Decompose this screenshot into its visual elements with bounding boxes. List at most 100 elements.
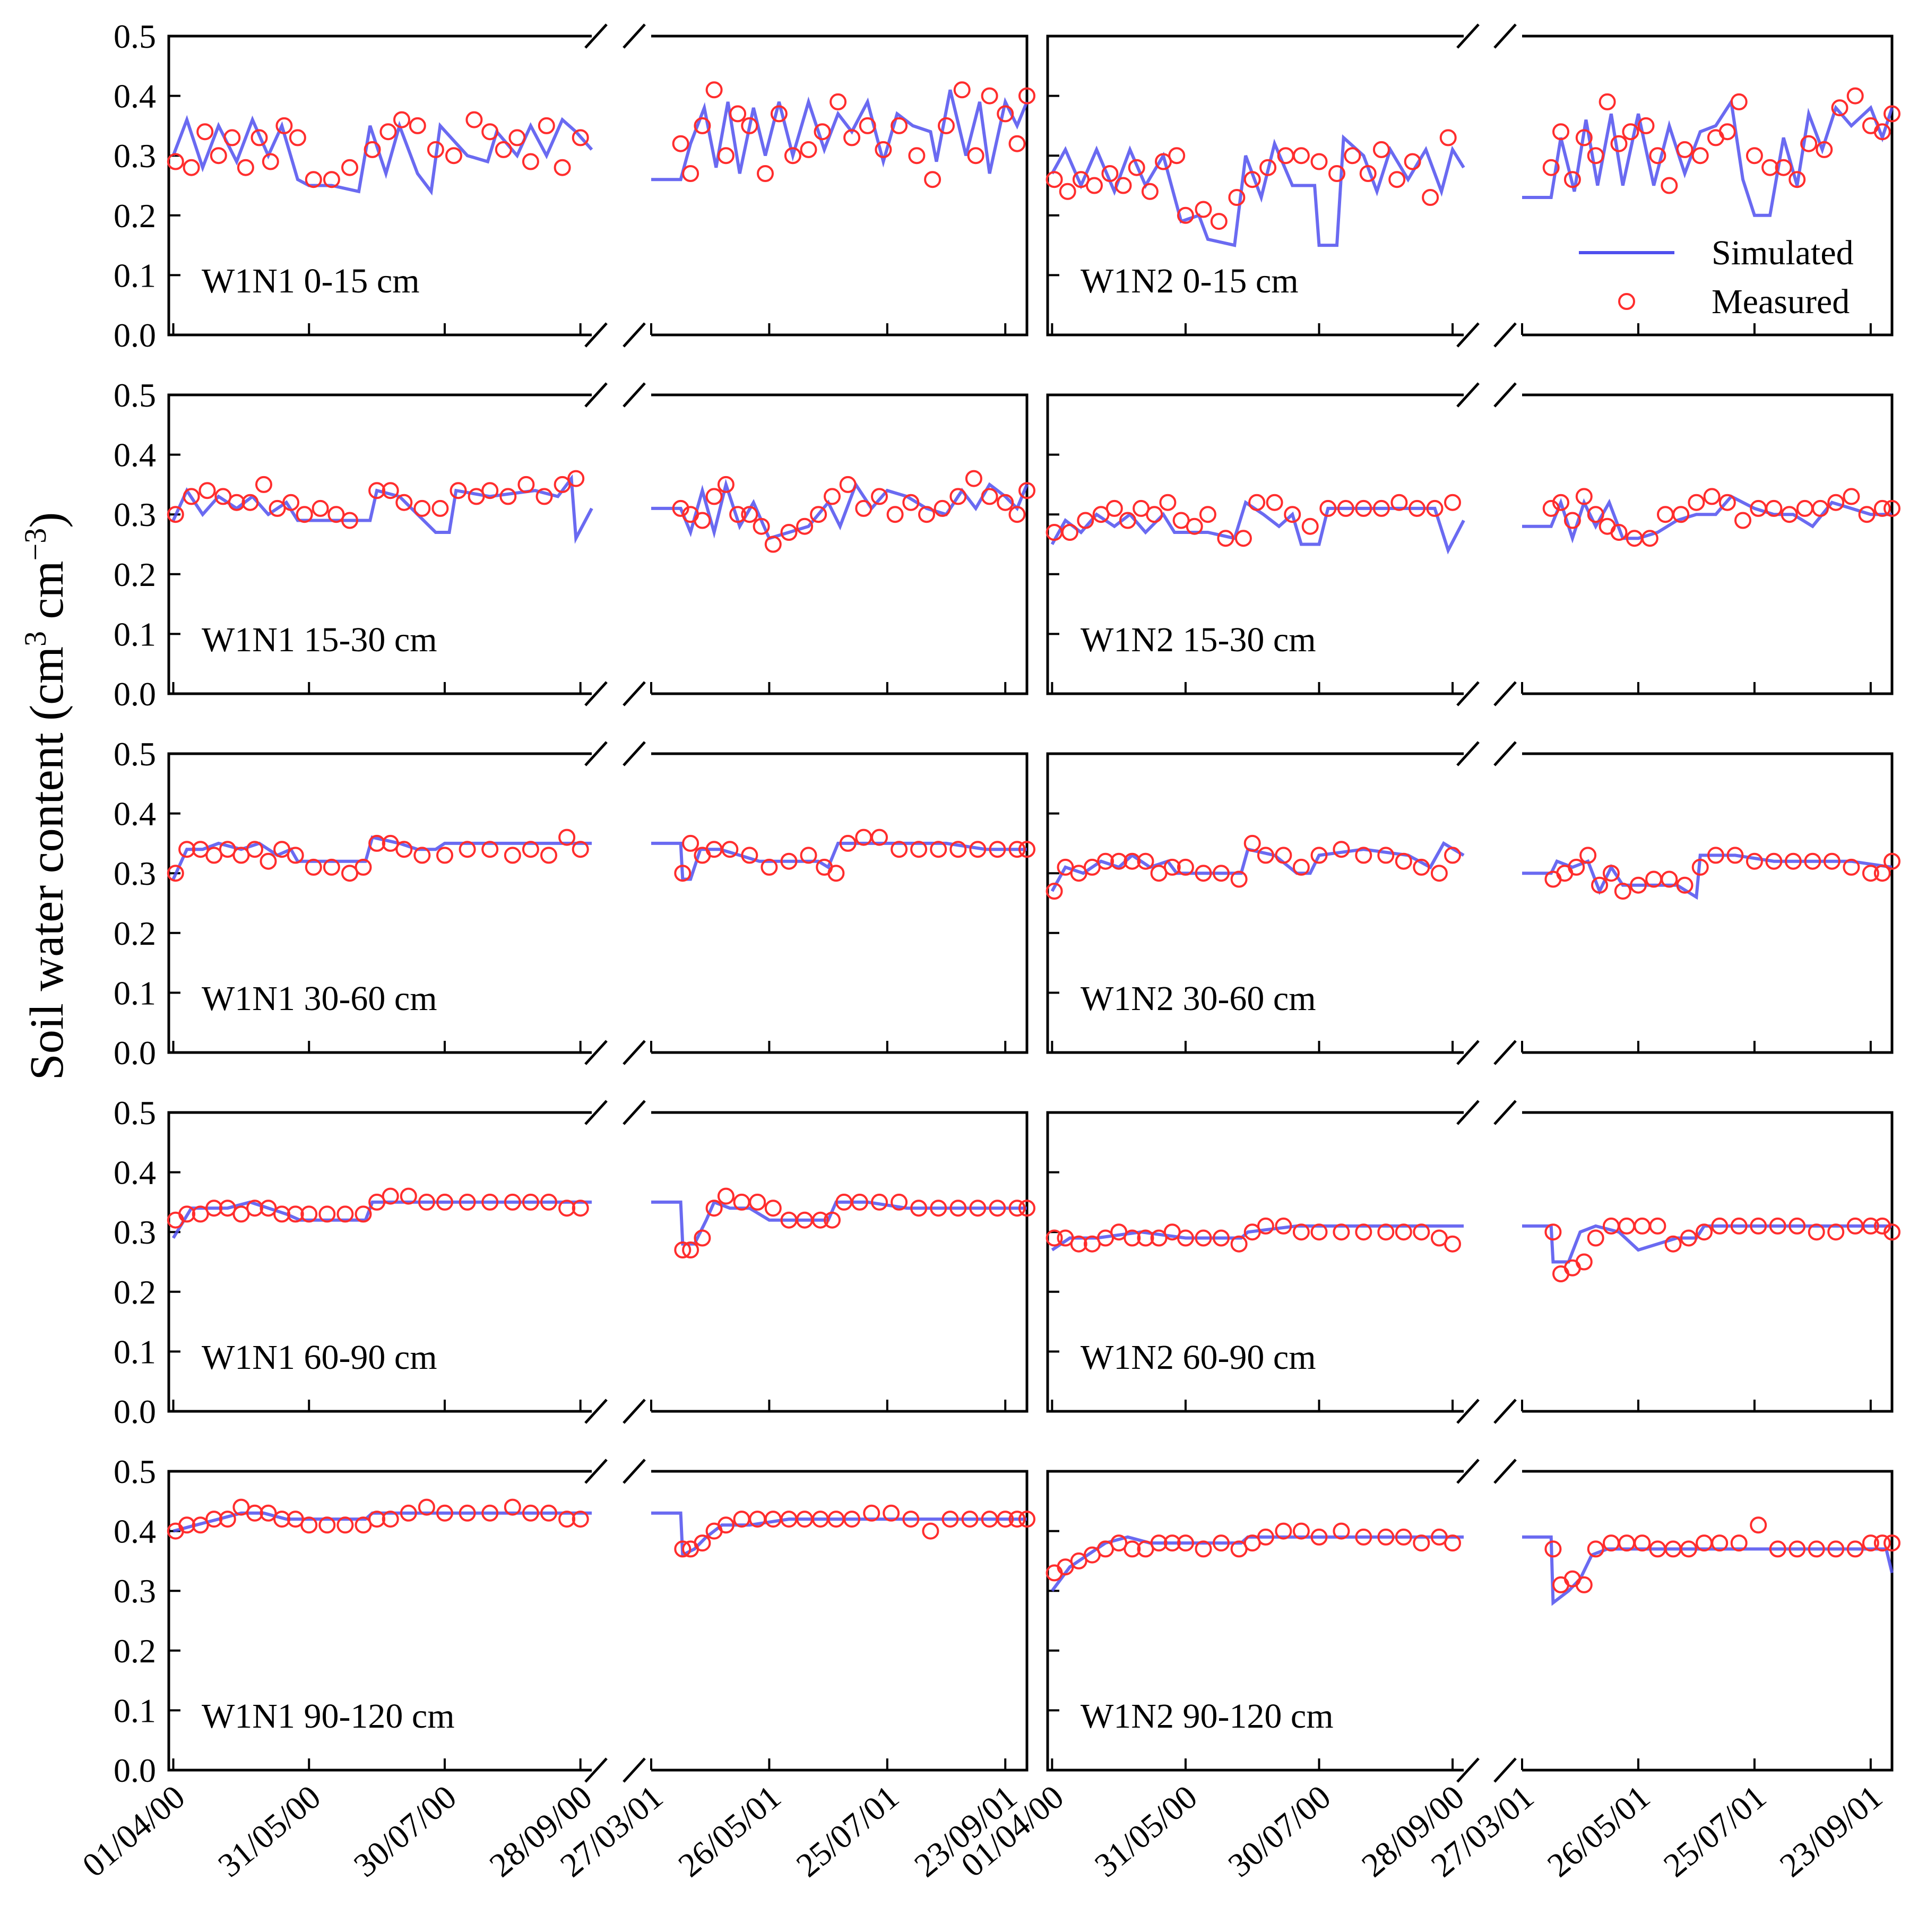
x-tick-label: 26/05/01 (1540, 1778, 1657, 1884)
measured-point (1213, 865, 1230, 882)
axis-break-mark (584, 741, 608, 766)
measured-point (1599, 93, 1616, 110)
measured-point (891, 117, 908, 134)
measured-point (205, 847, 223, 864)
measured-point (269, 499, 286, 517)
measured-point (327, 506, 345, 523)
measured-point (1046, 1229, 1063, 1247)
y-tick-label: 0.2 (114, 556, 156, 593)
measured-point (1696, 1223, 1713, 1241)
measured-point (1213, 1534, 1230, 1552)
measured-point (167, 506, 184, 523)
measured-point (811, 1211, 829, 1229)
measured-point (312, 499, 329, 517)
measured-point (1831, 99, 1848, 117)
measured-point (1114, 177, 1132, 194)
measured-point (1444, 1534, 1461, 1552)
measured-point (1124, 852, 1141, 870)
panel-label: W1N2 15-30 cm (1081, 620, 1316, 659)
measured-point (296, 506, 313, 523)
axis-break-mark (584, 1757, 608, 1783)
panel-w1n1-60-90-cm: 0.0 0.1 0.2 0.3 0.4 0.5 W1N1 60-90 cm (114, 1094, 1035, 1430)
panel-label: W1N1 90-120 cm (202, 1697, 455, 1736)
measured-point (289, 129, 306, 146)
measured-point (413, 847, 431, 864)
measured-point (910, 1200, 928, 1217)
measured-point (1395, 1223, 1412, 1241)
measured-point (192, 1205, 209, 1223)
panel-label: W1N2 0-15 cm (1081, 262, 1299, 300)
measured-point (891, 841, 908, 858)
measured-point (393, 111, 410, 128)
axis-break-mark (1493, 681, 1517, 706)
measured-point (1769, 1540, 1786, 1558)
measured-point (178, 841, 196, 858)
measured-point (318, 1205, 336, 1223)
axis-break-mark (584, 322, 608, 348)
measured-point (232, 1205, 250, 1223)
measured-point (481, 482, 499, 499)
measured-point (1292, 147, 1310, 165)
measured-point (1319, 499, 1337, 517)
measured-point (1213, 1229, 1230, 1247)
measured-point (843, 129, 861, 146)
measured-point (1579, 847, 1597, 864)
simulated-series-line (1050, 499, 1465, 555)
measured-point (981, 87, 998, 105)
measured-point (1750, 1516, 1767, 1534)
axis-break-mark (623, 382, 646, 408)
measured-point (1177, 1229, 1194, 1247)
measured-point (1310, 1223, 1328, 1241)
measured-point (450, 482, 467, 499)
measured-point (382, 1511, 399, 1528)
axis-break-mark (1493, 382, 1517, 408)
measured-point (1873, 1534, 1891, 1552)
measured-point (287, 847, 304, 864)
measured-point (1110, 852, 1128, 870)
measured-point (1377, 847, 1395, 864)
measured-point (1310, 153, 1328, 170)
measured-point (965, 470, 982, 487)
measured-point (1873, 865, 1891, 882)
y-tick-label: 0.5 (114, 18, 156, 55)
measured-point (409, 117, 426, 134)
axis-break-mark (1456, 1459, 1480, 1484)
measured-point (572, 1200, 589, 1217)
measured-point (1359, 165, 1377, 182)
measured-point (1257, 1528, 1274, 1546)
measured-point (459, 841, 476, 858)
measured-point (210, 147, 227, 165)
measured-point (863, 1504, 880, 1522)
measured-point (1413, 858, 1430, 876)
measured-point (504, 847, 521, 864)
measured-point (1761, 159, 1779, 176)
axis-break-mark (1493, 1459, 1517, 1484)
measured-point (481, 1504, 499, 1522)
measured-point (1843, 488, 1860, 505)
measured-point (997, 494, 1014, 511)
measured-point (1101, 165, 1119, 182)
measured-point (694, 512, 711, 529)
measured-point (918, 506, 935, 523)
measured-point (1404, 153, 1421, 170)
measured-point (1587, 1229, 1604, 1247)
measured-point (934, 499, 951, 517)
measured-point (859, 117, 876, 134)
measured-point (1444, 847, 1461, 864)
measured-point (1128, 159, 1145, 176)
x-tick-label: 30/07/00 (1221, 1778, 1338, 1884)
measured-point (522, 1504, 539, 1522)
measured-point (273, 841, 291, 858)
measured-point (379, 123, 397, 141)
y-tick-label: 0.3 (114, 1572, 156, 1610)
measured-point (1439, 129, 1457, 146)
y-tick-label: 0.2 (114, 1632, 156, 1670)
measured-point (178, 1516, 196, 1534)
axis-break-mark (1493, 741, 1517, 766)
measured-point (1676, 876, 1694, 894)
y-tick-label: 0.5 (114, 376, 156, 414)
measured-point (1552, 123, 1569, 141)
measured-point (1337, 499, 1354, 517)
measured-point (682, 1241, 699, 1258)
y-tick-label: 0.5 (114, 735, 156, 773)
